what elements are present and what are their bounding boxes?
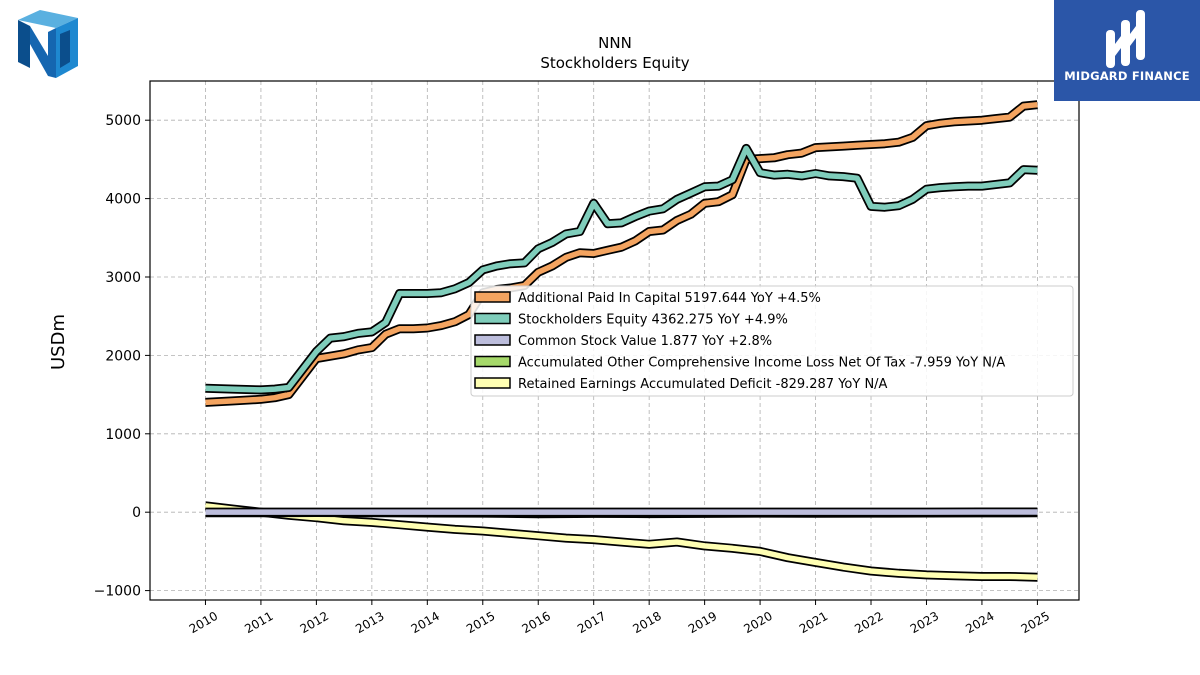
y-axis-label: USDm [48, 314, 69, 370]
legend-label-2: Common Stock Value 1.877 YoY +2.8% [518, 334, 772, 349]
series-line-1 [205, 145, 1038, 393]
legend-label-3: Accumulated Other Comprehensive Income L… [518, 356, 1005, 371]
midgard-finance-logo: MIDGARD FINANCE [1054, 0, 1200, 101]
y-tick-label: 3000 [105, 270, 141, 286]
x-tick-label: 2019 [686, 609, 719, 636]
x-tick-label: 2015 [464, 609, 497, 636]
legend-label-1: Stockholders Equity 4362.275 YoY +4.9% [518, 313, 788, 328]
x-tick-label: 2012 [298, 609, 331, 636]
x-tick-label: 2014 [409, 609, 442, 636]
plot-frame [149, 80, 1080, 601]
y-tick-label: −1000 [94, 584, 141, 600]
x-tick-label: 2021 [797, 609, 830, 636]
nnn-cube-logo [14, 6, 82, 80]
nnn-cube-icon [18, 10, 78, 78]
x-tick-label: 2022 [852, 609, 885, 636]
legend-swatch-2 [474, 334, 511, 346]
y-tick-label: 1000 [105, 427, 141, 443]
y-tick-label: 5000 [105, 113, 141, 129]
x-axis-ticks: 2010 2011 2012 2013 2014 2015 2016 2017 2018 2019… [187, 600, 1052, 636]
x-tick-label: 2016 [520, 609, 553, 636]
x-tick-label: 2020 [741, 609, 774, 636]
x-tick-label: 2013 [353, 609, 386, 636]
legend-label-0: Additional Paid In Capital 5197.644 YoY … [518, 291, 821, 306]
x-tick-label: 2023 [908, 609, 941, 636]
y-axis-ticks: −1000 0 1000 2000 3000 4000 5000 [94, 113, 150, 600]
series-layer [204, 100, 1038, 582]
y-tick-label: 0 [132, 505, 141, 521]
legend: Additional Paid In Capital 5197.644 YoY … [470, 285, 1074, 397]
x-tick-label: 2024 [963, 609, 996, 636]
legend-swatch-3 [474, 355, 511, 368]
y-tick-label: 4000 [105, 192, 141, 208]
chart-title: NNN [598, 34, 632, 52]
legend-label-4: Retained Earnings Accumulated Deficit -8… [518, 377, 888, 392]
legend-box [470, 285, 1074, 397]
x-tick-label: 2025 [1019, 609, 1052, 636]
legend-swatch-4 [474, 377, 511, 389]
series-line-4 [205, 503, 1038, 580]
midgard-mark-icon [1106, 10, 1145, 68]
x-tick-label: 2011 [242, 609, 275, 636]
x-tick-label: 2010 [187, 609, 220, 636]
y-tick-label: 2000 [105, 348, 141, 364]
legend-swatch-1 [474, 312, 511, 325]
x-tick-label: 2018 [630, 609, 663, 636]
legend-swatch-0 [474, 291, 511, 303]
x-tick-label: 2017 [575, 609, 608, 636]
midgard-brand-text: MIDGARD FINANCE [1064, 69, 1190, 83]
chart-subtitle: Stockholders Equity [540, 54, 689, 72]
series-line-0 [205, 101, 1038, 406]
